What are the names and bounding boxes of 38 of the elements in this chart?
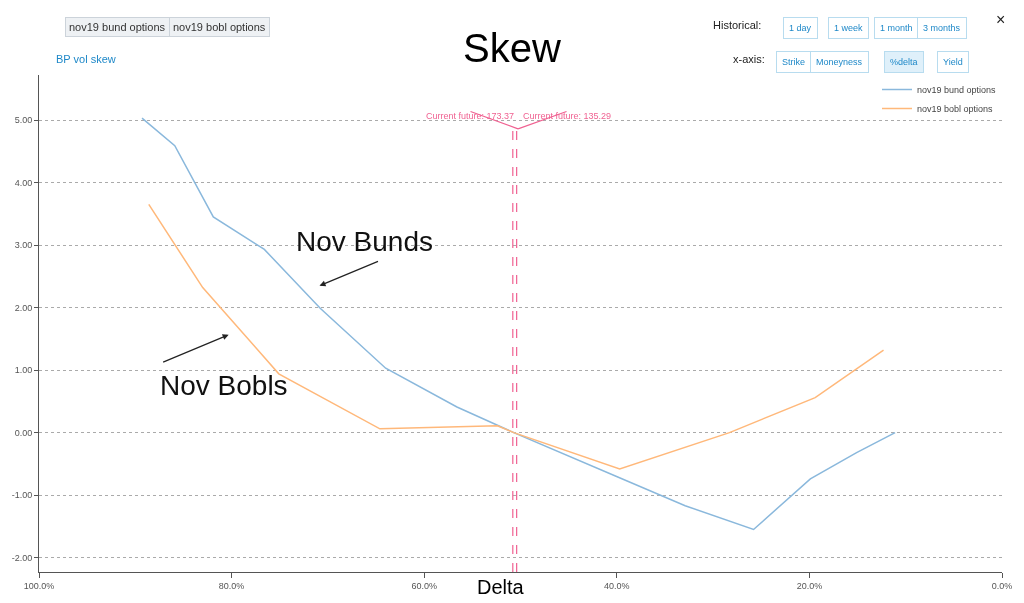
text: %delta [890, 57, 918, 67]
annotation: Nov Bobls [160, 370, 288, 401]
x-tick-label: 0.0% [991, 580, 1013, 591]
x-tick-label: 80.0% [218, 580, 245, 591]
text: 1 month [880, 23, 913, 33]
text: 3 months [923, 23, 961, 33]
line-series [141, 117, 896, 531]
annotation: Current future: 135.29 [523, 111, 612, 121]
text: Yield [943, 57, 963, 67]
x-tick-label: 20.0% [796, 580, 823, 591]
text: Moneyness [816, 57, 863, 67]
x-axis-title: Delta [477, 576, 525, 598]
y-tick-label: -2.00 [11, 552, 33, 563]
y-tick-label: 0.00 [14, 427, 33, 438]
text: nov19 bobl options [173, 21, 266, 33]
text: BP vol skew [56, 53, 116, 65]
legend-label: nov19 bobl options [917, 104, 994, 115]
annotation: Current future: 173.37 [426, 111, 515, 121]
text: × [996, 11, 1006, 28]
annotation: Nov Bunds [296, 226, 433, 257]
y-tick-label: 3.00 [14, 240, 33, 251]
text: Historical: [713, 19, 762, 31]
y-tick-label: -1.00 [11, 490, 33, 501]
text: 1 week [834, 23, 864, 33]
y-tick-label: 4.00 [14, 177, 33, 188]
text: x-axis: [733, 53, 765, 65]
text: Strike [782, 57, 806, 67]
x-tick-label: 100.0% [23, 580, 55, 591]
x-tick-label: 40.0% [604, 580, 630, 591]
x-tick-label: 60.0% [411, 580, 437, 591]
y-tick-label: 5.00 [14, 115, 33, 126]
legend-label: nov19 bund options [917, 85, 997, 96]
text: nov19 bund options [69, 21, 166, 33]
y-tick-label: 1.00 [14, 365, 33, 376]
y-tick-label: 2.00 [14, 302, 33, 313]
chart-title: Skew [463, 26, 562, 70]
text: 1 day [789, 23, 812, 33]
line-series [148, 203, 885, 470]
